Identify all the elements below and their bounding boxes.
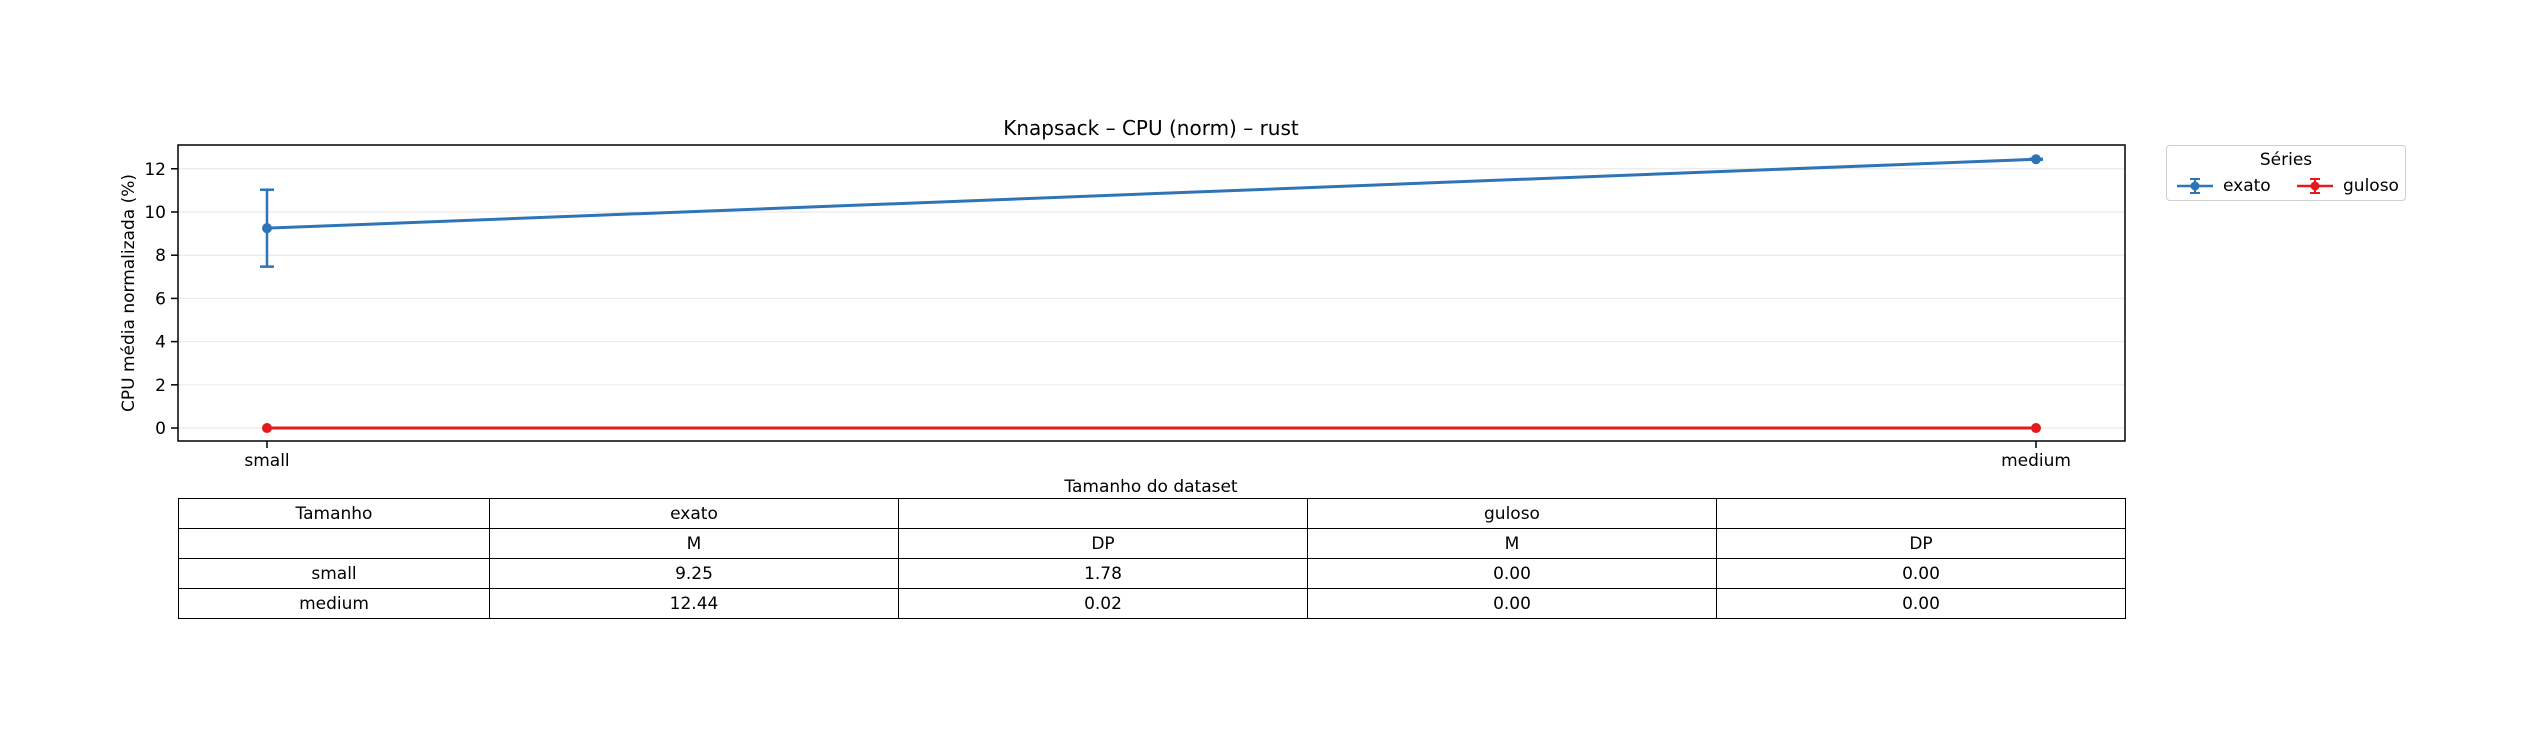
x-axis: small medium (244, 441, 2071, 471)
table-header-row: Tamanho exato guloso (178, 498, 2126, 529)
gridlines (178, 168, 2125, 429)
table-cell: 0.02 (898, 588, 1308, 619)
plot-frame (177, 144, 2126, 442)
legend-label-exato: exato (2223, 176, 2271, 196)
x-tick-label: medium (2001, 451, 2071, 471)
table-header-cell: M (489, 528, 899, 559)
table-row: medium 12.44 0.02 0.00 0.00 (178, 588, 2126, 619)
table-cell: medium (178, 588, 490, 619)
table-cell: 1.78 (898, 558, 1308, 589)
table-header-cell: exato (489, 498, 899, 529)
y-axis: 0 2 4 6 8 10 12 (144, 160, 178, 439)
table-header-cell: Tamanho (178, 498, 490, 529)
table-header-cell: DP (898, 528, 1308, 559)
table-header-cell: guloso (1307, 498, 1717, 529)
y-tick-label: 0 (155, 419, 166, 439)
y-tick-label: 2 (155, 376, 166, 396)
data-point-exato (262, 223, 272, 234)
data-point-guloso (2031, 423, 2041, 434)
legend-item-guloso: guloso (2293, 176, 2403, 196)
table-header-cell: M (1307, 528, 1717, 559)
y-tick-label: 4 (155, 333, 166, 353)
y-axis-label: CPU média normalizada (%) (119, 174, 139, 412)
series-line-exato (266, 157, 2037, 230)
data-point-guloso (262, 423, 272, 434)
x-axis-label: Tamanho do dataset (1063, 477, 1238, 497)
table-row: small 9.25 1.78 0.00 0.00 (178, 558, 2126, 589)
table-header-cell (898, 498, 1308, 529)
series (260, 154, 2043, 434)
legend-item-exato: exato (2173, 176, 2283, 196)
table-cell: 0.00 (1307, 558, 1717, 589)
table-header-cell (178, 528, 490, 559)
legend-label-guloso: guloso (2343, 176, 2399, 196)
table-cell: 0.00 (1716, 588, 2126, 619)
y-tick-label: 8 (155, 246, 166, 266)
stats-table: Tamanho exato guloso M DP M DP small 9.2… (178, 498, 2126, 619)
data-point-exato (2031, 154, 2041, 165)
table-subheader-row: M DP M DP (178, 528, 2126, 559)
table-cell: 12.44 (489, 588, 899, 619)
chart-title: Knapsack – CPU (norm) – rust (1003, 116, 1299, 140)
table-header-cell (1716, 498, 2126, 529)
y-tick-label: 12 (144, 160, 166, 180)
legend-marker-exato (2177, 178, 2213, 194)
table-cell: small (178, 558, 490, 589)
table-cell: 0.00 (1716, 558, 2126, 589)
x-tick-label: small (244, 451, 289, 471)
table-header-cell: DP (1716, 528, 2126, 559)
y-tick-label: 10 (144, 203, 166, 223)
legend-title: Séries (2259, 150, 2313, 170)
legend: Séries exato guloso (2166, 145, 2406, 201)
table-cell: 9.25 (489, 558, 899, 589)
table-cell: 0.00 (1307, 588, 1717, 619)
legend-marker-guloso (2297, 178, 2333, 194)
y-tick-label: 6 (155, 289, 166, 309)
